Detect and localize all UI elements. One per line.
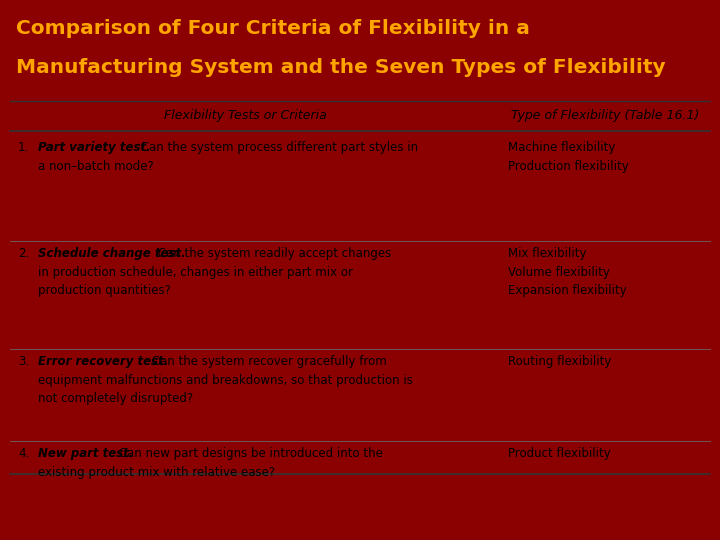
Text: Comparison of Four Criteria of Flexibility in a: Comparison of Four Criteria of Flexibili…	[16, 18, 530, 38]
Text: Can the system recover gracefully from: Can the system recover gracefully from	[148, 355, 387, 368]
Text: Flexibility Tests or Criteria: Flexibility Tests or Criteria	[163, 110, 326, 123]
Text: Error recovery test.: Error recovery test.	[38, 355, 168, 368]
Text: Production flexibility: Production flexibility	[508, 160, 629, 173]
Text: Machine flexibility: Machine flexibility	[508, 141, 616, 154]
Text: 1.: 1.	[18, 141, 30, 154]
Text: Can new part designs be introduced into the: Can new part designs be introduced into …	[115, 447, 383, 460]
Text: Type of Flexibility (Table 16.1): Type of Flexibility (Table 16.1)	[510, 110, 699, 123]
Text: Part variety test.: Part variety test.	[38, 141, 150, 154]
Text: existing product mix with relative ease?: existing product mix with relative ease?	[38, 465, 275, 478]
Text: equipment malfunctions and breakdowns, so that production is: equipment malfunctions and breakdowns, s…	[38, 374, 413, 387]
Text: a non–batch mode?: a non–batch mode?	[38, 160, 154, 173]
Text: Mix flexibility: Mix flexibility	[508, 247, 587, 260]
Text: Volume flexibility: Volume flexibility	[508, 266, 610, 279]
Text: 2.: 2.	[18, 247, 30, 260]
Text: Can the system readily accept changes: Can the system readily accept changes	[153, 247, 391, 260]
Bar	[0, 93, 720, 101]
Text: not completely disrupted?: not completely disrupted?	[38, 393, 193, 406]
Text: production quantities?: production quantities?	[38, 285, 171, 298]
Text: Expansion flexibility: Expansion flexibility	[508, 285, 626, 298]
Text: New part test.: New part test.	[38, 447, 133, 460]
Text: in production schedule, changes in either part mix or: in production schedule, changes in eithe…	[38, 266, 353, 279]
Text: Routing flexibility: Routing flexibility	[508, 355, 611, 368]
Text: 3.: 3.	[18, 355, 29, 368]
Text: Manufacturing System and the Seven Types of Flexibility: Manufacturing System and the Seven Types…	[16, 58, 665, 77]
Text: Product flexibility: Product flexibility	[508, 447, 611, 460]
Text: 4.: 4.	[18, 447, 30, 460]
Text: Schedule change test.: Schedule change test.	[38, 247, 186, 260]
Text: Can the system process different part styles in: Can the system process different part st…	[137, 141, 418, 154]
